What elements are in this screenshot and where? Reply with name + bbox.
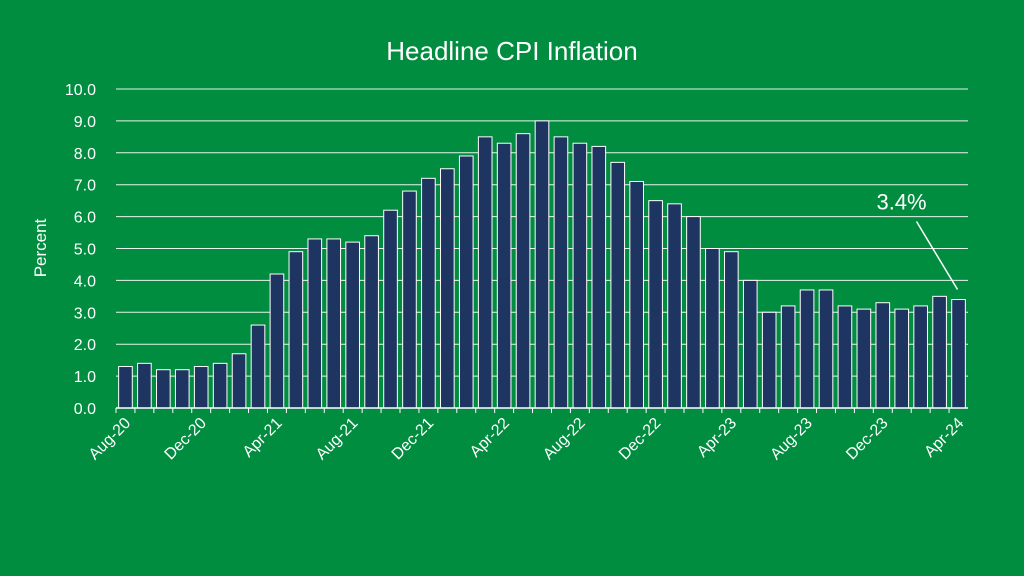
y-tick-label: 3.0 [74, 305, 96, 322]
x-tick-label: Apr-22 [467, 415, 513, 461]
x-tick-label: Dec-23 [843, 415, 892, 464]
bar [118, 366, 133, 409]
bar [383, 209, 398, 409]
bar [572, 142, 588, 409]
bar [421, 177, 436, 409]
bar [724, 251, 739, 409]
y-tick-labels: 0.0 1.0 2.0 3.0 4.0 5.0 6.0 7.0 8.0 9.0 10.0 [65, 82, 96, 418]
x-axis [115, 407, 968, 413]
bar [477, 136, 493, 409]
x-tick-label: Aug-22 [540, 415, 589, 464]
bar [458, 155, 474, 409]
bar [440, 168, 455, 409]
x-tick-label: Apr-23 [694, 415, 740, 461]
bar [534, 120, 550, 409]
x-tick-label: Aug-20 [86, 415, 135, 464]
bar [913, 305, 928, 409]
bar [269, 273, 285, 409]
bar [932, 295, 947, 409]
bar [250, 324, 266, 409]
bar [212, 362, 228, 409]
bar [496, 142, 512, 409]
y-tick-label: 8.0 [74, 146, 96, 163]
bar [174, 369, 190, 409]
bar [629, 181, 644, 409]
bar [875, 302, 891, 409]
bar [307, 238, 323, 409]
bar [705, 248, 720, 409]
y-tick-label: 1.0 [74, 369, 96, 386]
bar [364, 235, 379, 409]
annotation-leader-line [915, 221, 959, 290]
bar [686, 216, 701, 409]
bar [667, 203, 682, 409]
y-tick-label: 7.0 [74, 178, 96, 195]
bar [951, 299, 966, 409]
x-tick-label: Aug-21 [313, 415, 362, 464]
bar [345, 241, 360, 409]
bar [780, 305, 796, 409]
bar [818, 289, 834, 409]
x-tick-label: Dec-20 [162, 415, 211, 464]
y-tick-label: 10.0 [65, 82, 96, 99]
bar [742, 279, 758, 409]
annotation-label: 3.4% [876, 190, 926, 215]
y-tick-label: 6.0 [74, 210, 96, 227]
bar [231, 353, 247, 409]
bar [326, 238, 342, 409]
bar [553, 136, 569, 409]
bar [137, 362, 152, 409]
bar [288, 251, 304, 409]
chart-title: Headline CPI Inflation [386, 36, 637, 66]
x-tick-label: Dec-21 [389, 415, 438, 464]
bar [156, 369, 171, 409]
bar [894, 308, 910, 409]
x-tick-labels: Aug-20 Dec-20 Apr-21 Aug-21 Dec-21 Apr-22 Aug-… [86, 415, 968, 464]
bar [515, 133, 531, 409]
bars [118, 120, 966, 409]
y-axis-label: Percent [31, 218, 50, 277]
annotation: 3.4% [876, 190, 959, 290]
y-tick-label: 9.0 [74, 114, 96, 131]
x-tick-label: Apr-21 [240, 415, 286, 461]
bar [837, 305, 853, 409]
bar [648, 200, 663, 409]
bar [402, 190, 417, 409]
x-tick-label: Aug-23 [767, 415, 816, 464]
bar [856, 308, 872, 409]
x-tick-label: Dec-22 [616, 415, 665, 464]
y-tick-label: 5.0 [74, 242, 96, 259]
bar [761, 311, 777, 409]
bar [193, 366, 209, 409]
bar [799, 289, 815, 409]
bar [591, 145, 607, 409]
bar [610, 161, 626, 409]
y-tick-label: 0.0 [74, 401, 96, 418]
x-tick-label: Apr-24 [921, 415, 967, 461]
y-tick-label: 2.0 [74, 337, 96, 354]
y-tick-label: 4.0 [74, 273, 96, 290]
